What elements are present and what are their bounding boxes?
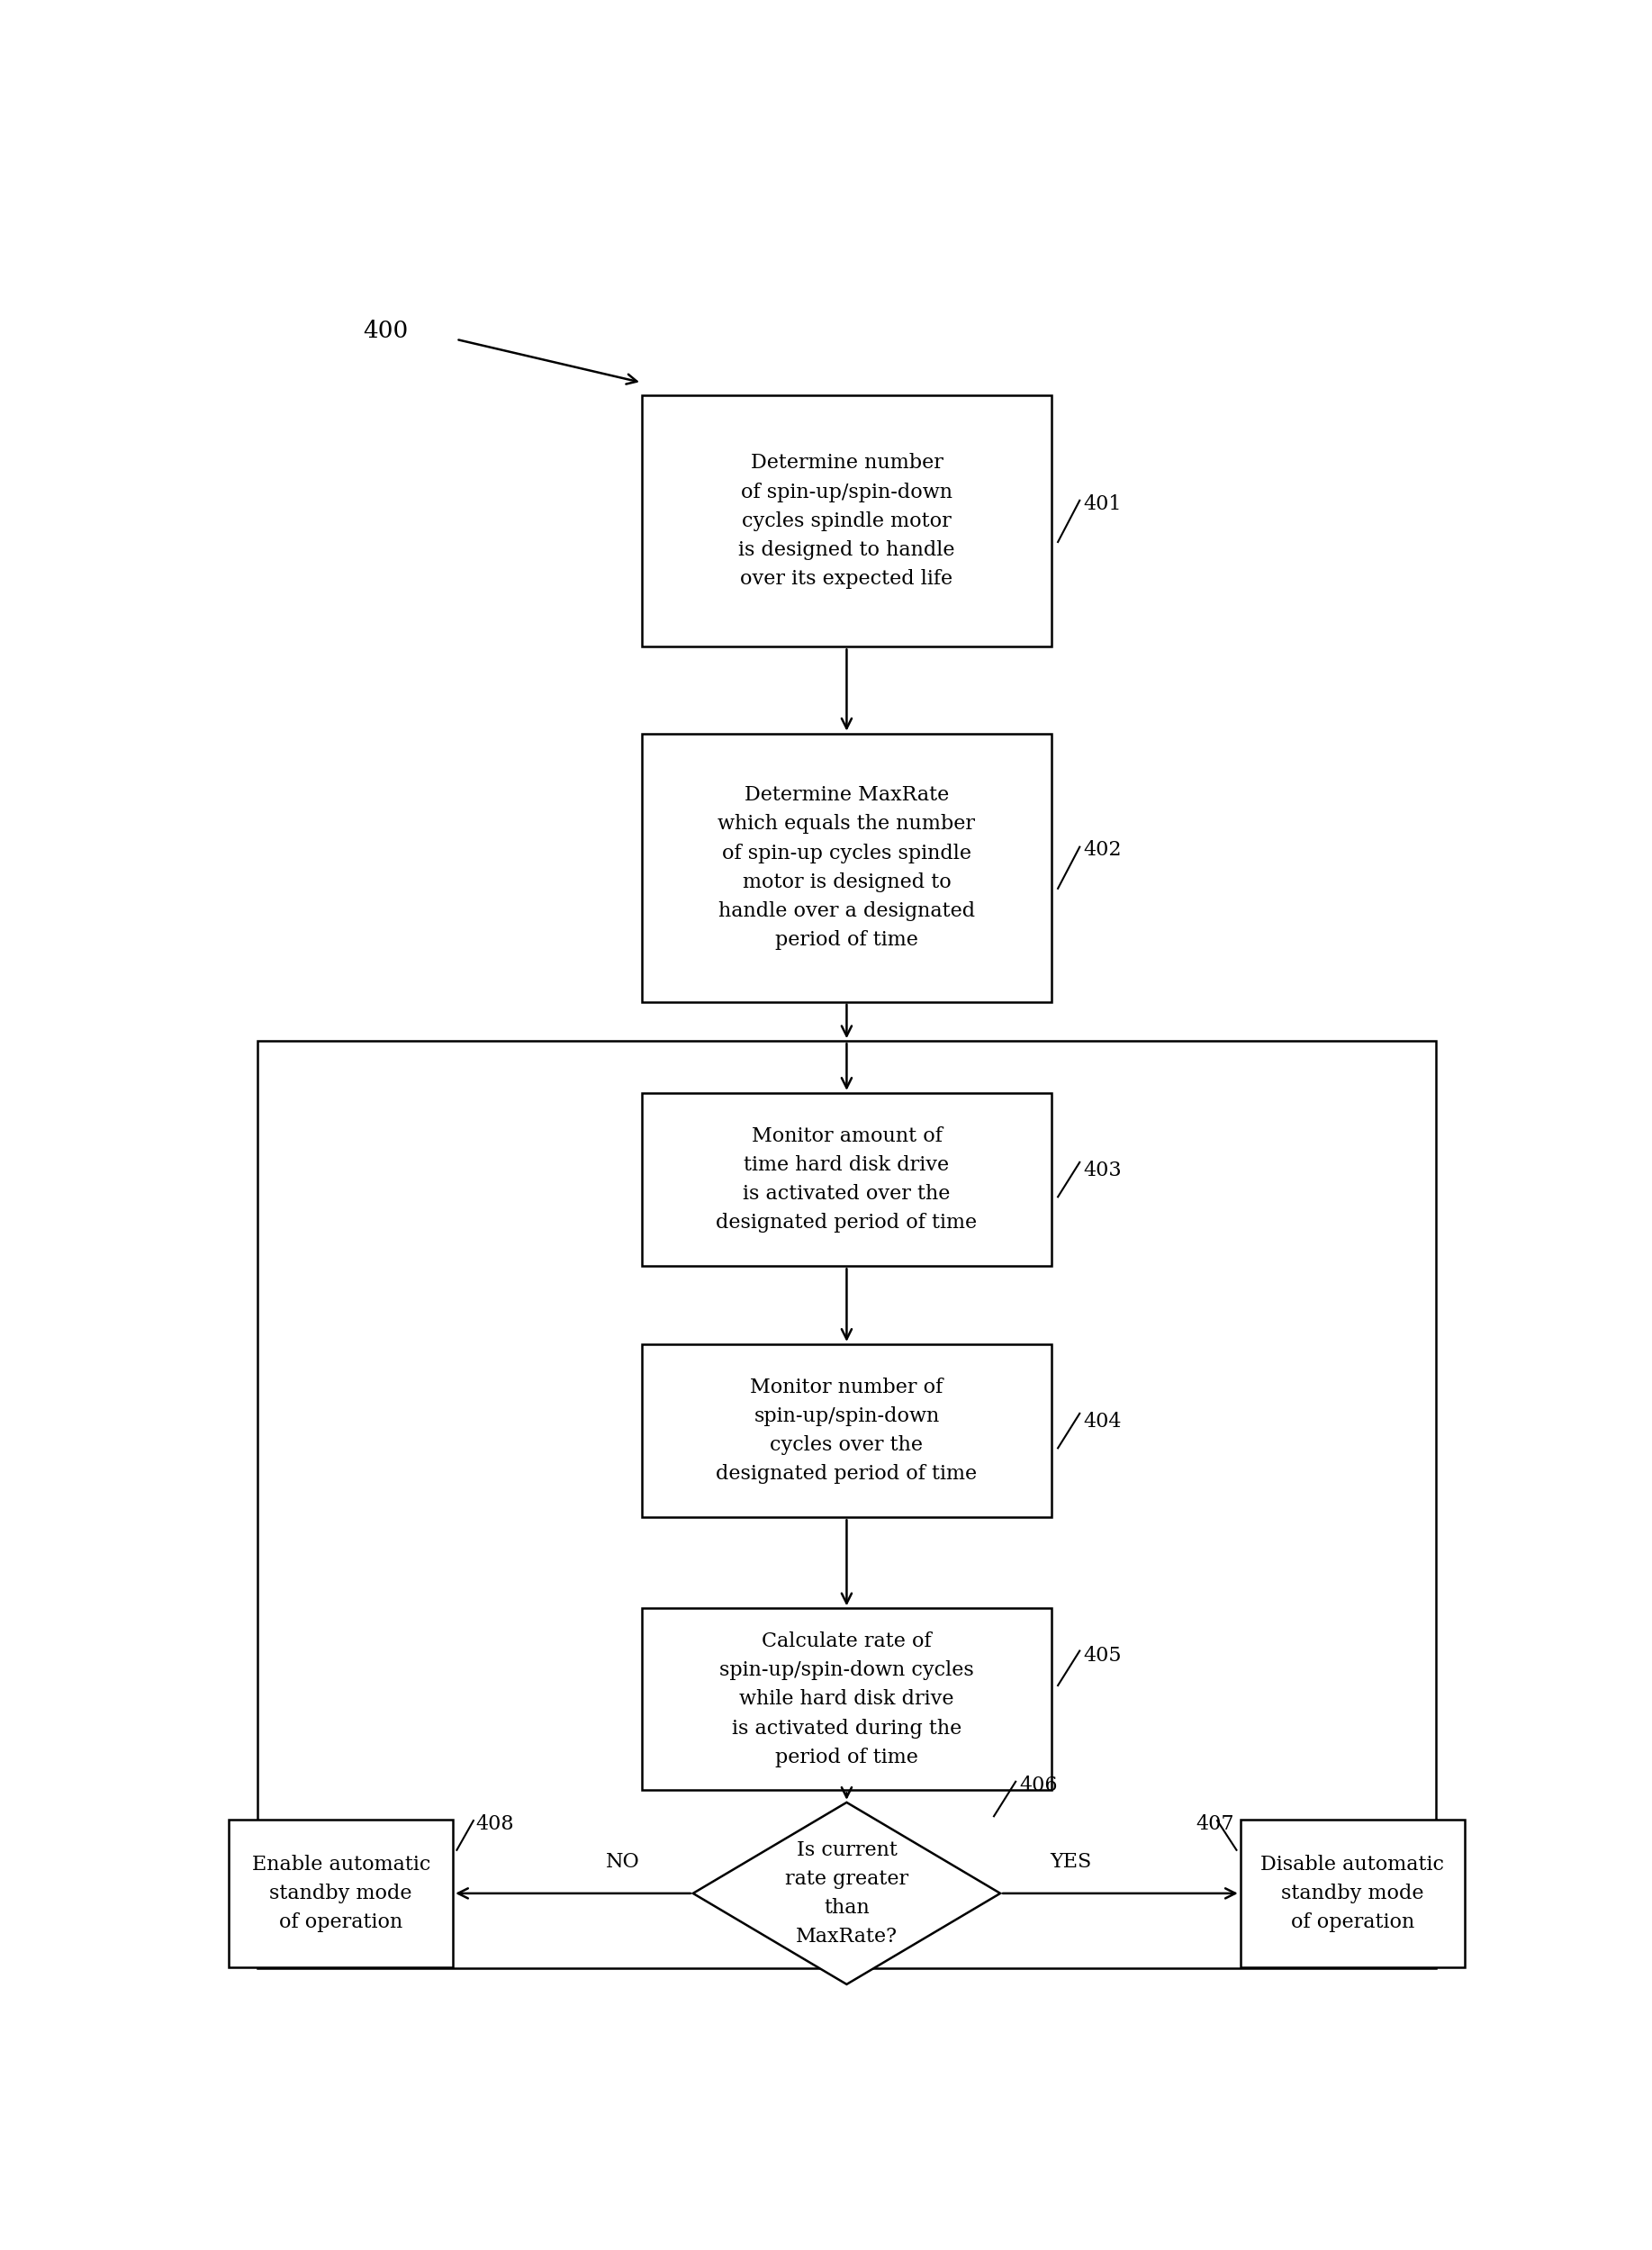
FancyBboxPatch shape [1241, 1820, 1464, 1966]
Text: Determine number
of spin-up/spin-down
cycles spindle motor
is designed to handle: Determine number of spin-up/spin-down cy… [738, 452, 955, 590]
FancyBboxPatch shape [641, 734, 1051, 1001]
Text: 406: 406 [1019, 1775, 1057, 1796]
Text: Determine MaxRate
which equals the number
of spin-up cycles spindle
motor is des: Determine MaxRate which equals the numbe… [719, 785, 975, 950]
Text: Monitor number of
spin-up/spin-down
cycles over the
designated period of time: Monitor number of spin-up/spin-down cycl… [715, 1377, 978, 1485]
Text: Calculate rate of
spin-up/spin-down cycles
while hard disk drive
is activated du: Calculate rate of spin-up/spin-down cycl… [719, 1631, 975, 1766]
Text: 408: 408 [476, 1814, 514, 1834]
Text: 403: 403 [1084, 1161, 1122, 1181]
Polygon shape [694, 1802, 1001, 1984]
FancyBboxPatch shape [641, 1343, 1051, 1517]
Text: NO: NO [606, 1852, 639, 1872]
FancyBboxPatch shape [641, 396, 1051, 646]
Text: 401: 401 [1084, 495, 1122, 513]
FancyBboxPatch shape [230, 1820, 453, 1966]
Text: Monitor amount of
time hard disk drive
is activated over the
designated period o: Monitor amount of time hard disk drive i… [715, 1127, 978, 1233]
Text: 405: 405 [1084, 1647, 1122, 1665]
Text: Disable automatic
standby mode
of operation: Disable automatic standby mode of operat… [1260, 1854, 1444, 1933]
Text: Is current
rate greater
than
MaxRate?: Is current rate greater than MaxRate? [785, 1840, 909, 1946]
Text: 407: 407 [1196, 1814, 1234, 1834]
Text: 404: 404 [1084, 1413, 1122, 1431]
Text: 400: 400 [363, 319, 408, 342]
Text: YES: YES [1051, 1852, 1092, 1872]
FancyBboxPatch shape [641, 1094, 1051, 1267]
Text: 402: 402 [1084, 842, 1122, 860]
Text: Enable automatic
standby mode
of operation: Enable automatic standby mode of operati… [251, 1854, 430, 1933]
FancyBboxPatch shape [641, 1609, 1051, 1791]
